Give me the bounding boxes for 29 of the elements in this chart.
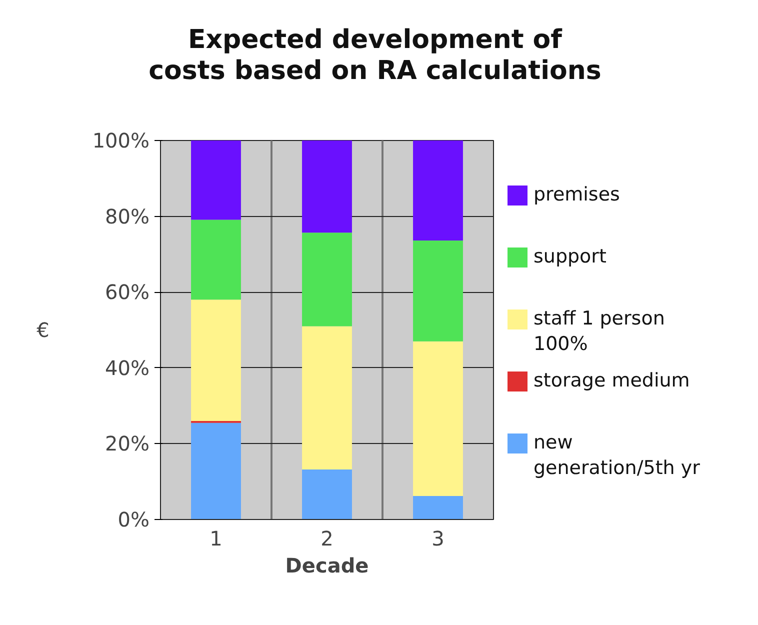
bar: [413, 140, 463, 241]
bar: [191, 140, 241, 220]
bar: [302, 469, 352, 520]
y-tick-label: 60%: [105, 280, 150, 304]
y-tick-label: 80%: [105, 204, 150, 228]
y-tick-label: 100%: [92, 128, 150, 152]
bar: [413, 341, 463, 496]
bar: [413, 496, 463, 520]
y-axis-title: €: [36, 318, 50, 342]
x-tick-label: 3: [432, 526, 444, 550]
x-tick-label: 2: [320, 526, 334, 550]
x-axis-title: Decade: [285, 554, 369, 578]
y-tick-label: 20%: [105, 432, 150, 456]
y-tick-label: 0%: [118, 508, 150, 532]
bar: [413, 240, 463, 342]
x-tick-label: 1: [210, 526, 222, 550]
legend-label: premises: [534, 184, 620, 206]
legend-label: staff 1 person 100%: [534, 308, 665, 355]
bar: [302, 326, 352, 470]
bar: [191, 220, 241, 300]
bar: [302, 140, 352, 233]
legend-label: storage medium: [534, 370, 690, 392]
bar: [191, 300, 241, 421]
bar: [191, 422, 241, 520]
chart-title: Expected development of costs based on RA calculations: [148, 25, 602, 88]
legend-label: new generation/5th yr: [534, 432, 700, 479]
bar: [302, 232, 352, 326]
y-tick-label: 40%: [105, 356, 150, 380]
legend-label: support: [534, 246, 606, 268]
